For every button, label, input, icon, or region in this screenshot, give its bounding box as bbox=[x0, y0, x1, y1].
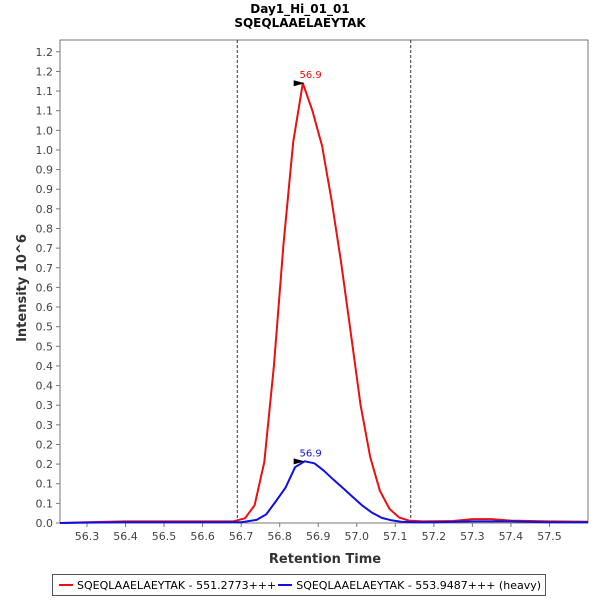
y-tick-label: 0.0 bbox=[36, 517, 54, 530]
x-tick-label: 57.2 bbox=[422, 530, 447, 543]
y-tick-label: 0.2 bbox=[36, 438, 54, 451]
plot-area: 56.3 56.4 56.5 56.6 56.7 56.8 56.9 57.0 57.1 57.2… bbox=[36, 39, 589, 543]
y-tick-label: 1.0 bbox=[36, 124, 54, 137]
x-tick-label: 57.3 bbox=[460, 530, 485, 543]
y-tick-label: 1.2 bbox=[36, 65, 54, 78]
legend-swatch-red bbox=[59, 584, 73, 586]
y-tick-label: 0.5 bbox=[36, 321, 54, 334]
y-tick-label: 0.7 bbox=[36, 262, 54, 275]
x-axis-title: Retention Time bbox=[269, 552, 381, 567]
y-tick-label: 1.0 bbox=[36, 144, 54, 157]
y-tick-label: 0.9 bbox=[36, 183, 54, 196]
y-tick-label: 0.9 bbox=[36, 164, 54, 177]
y-tick-label: 0.5 bbox=[36, 340, 54, 353]
x-tick-label: 57.1 bbox=[383, 530, 408, 543]
peak-marker-icon bbox=[293, 458, 305, 465]
y-tick-label: 0.3 bbox=[36, 419, 54, 432]
y-tick-label: 0.6 bbox=[36, 301, 54, 314]
chart-title: Day1_Hi_01_01 bbox=[250, 2, 349, 17]
y-tick-label: 1.1 bbox=[36, 85, 54, 98]
x-tick-label: 57.5 bbox=[537, 530, 562, 543]
y-axis-title: Intensity 10^6 bbox=[15, 234, 30, 342]
x-tick-label: 57.0 bbox=[345, 530, 370, 543]
y-tick-label: 0.4 bbox=[36, 380, 54, 393]
y-tick-label: 0.6 bbox=[36, 281, 54, 294]
y-tick-label: 1.2 bbox=[36, 46, 54, 59]
y-tick-label: 0.2 bbox=[36, 458, 54, 471]
legend-item-heavy: SQEQLAAELAEYTAK - 553.9487+++ (heavy) bbox=[278, 579, 541, 592]
y-tick-label: 0.3 bbox=[36, 399, 54, 412]
y-tick-label: 0.8 bbox=[36, 203, 54, 216]
y-tick-label: 0.4 bbox=[36, 360, 54, 373]
y-tick-label: 0.1 bbox=[36, 497, 54, 510]
x-tick-label: 56.3 bbox=[75, 530, 100, 543]
x-tick-label: 56.9 bbox=[306, 530, 331, 543]
x-tick-label: 56.6 bbox=[190, 530, 215, 543]
y-tick-label: 0.8 bbox=[36, 222, 54, 235]
chart-legend: SQEQLAAELAEYTAK - 551.2773+++ SQEQLAAELA… bbox=[52, 574, 546, 596]
peak-label-heavy: 56.9 bbox=[300, 448, 322, 459]
peak-marker-icon bbox=[293, 80, 305, 87]
legend-label-light: SQEQLAAELAEYTAK - 551.2773+++ bbox=[77, 578, 277, 592]
legend-item-light: SQEQLAAELAEYTAK - 551.2773+++ bbox=[59, 579, 276, 592]
legend-swatch-blue bbox=[278, 584, 293, 586]
x-tick-label: 56.4 bbox=[113, 530, 138, 543]
legend-label-heavy: SQEQLAAELAEYTAK - 553.9487+++ (heavy) bbox=[296, 578, 542, 592]
x-tick-label: 56.8 bbox=[267, 530, 292, 543]
x-tick-label: 56.7 bbox=[229, 530, 254, 543]
chart-subtitle: SQEQLAAELAEYTAK bbox=[234, 16, 366, 30]
plot-frame bbox=[59, 39, 589, 524]
peak-label-light: 56.9 bbox=[300, 70, 322, 81]
y-tick-label: 0.1 bbox=[36, 478, 54, 491]
y-tick-label: 0.7 bbox=[36, 242, 54, 255]
x-tick-label: 57.4 bbox=[499, 530, 524, 543]
y-tick-label: 1.1 bbox=[36, 105, 54, 118]
series-line-heavy bbox=[59, 460, 588, 524]
x-tick-label: 56.5 bbox=[152, 530, 177, 543]
